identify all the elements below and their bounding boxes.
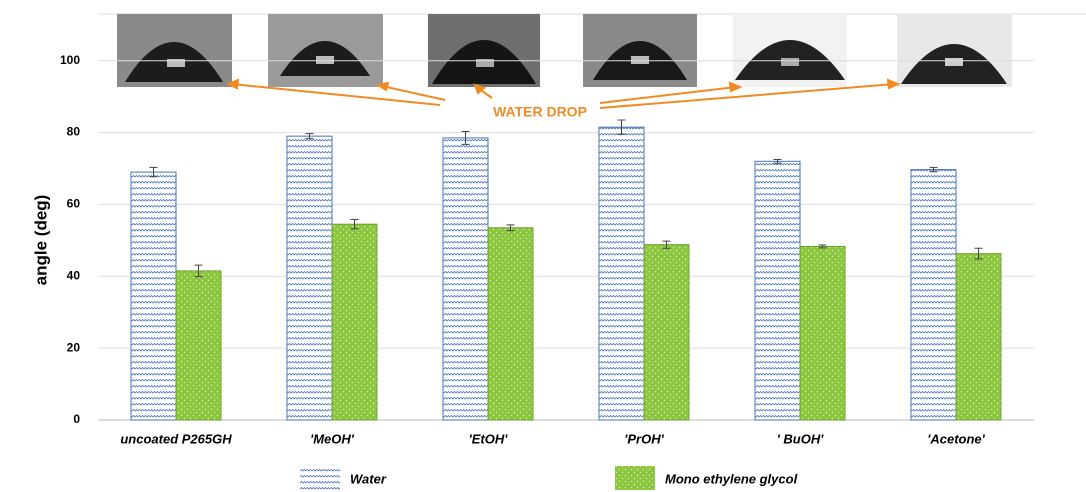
y-tick-label: 100 [60,53,80,67]
bar [599,127,644,420]
y-tick-label: 20 [67,340,81,354]
x-tick-label: 'EtOH' [469,431,509,446]
drop-image [897,14,1012,87]
annotation: WATER DROP [493,104,587,120]
bar [800,246,845,420]
drop-image [428,14,540,87]
x-tick-label: 'MeOH' [310,431,355,446]
drop-image [117,14,232,87]
drop-image [733,14,847,87]
drop-image [583,14,697,87]
bar [911,170,956,420]
y-tick-label: 60 [67,197,81,211]
bar [755,161,800,420]
x-tick-label: ' BuOH' [777,431,825,446]
legend-label: Mono ethylene glycol [665,471,798,486]
y-tick-label: 80 [67,125,81,139]
drop-images [117,14,1012,87]
y-tick-label: 0 [73,412,80,426]
x-tick-label: 'Acetone' [927,431,985,446]
bar [131,172,176,420]
bar [488,228,533,420]
bar [176,271,221,420]
legend-swatch [300,466,340,490]
chart: angle (deg) WATER DROP 0 20 40 60 80 100 uncoa… [0,0,1086,492]
bar [443,138,488,420]
x-tick-label: 'PrOH' [624,431,664,446]
bar [332,224,377,420]
bar [644,245,689,420]
y-axis-label: angle (deg) [31,195,50,286]
legend-swatch [615,466,655,490]
bar [956,254,1001,420]
x-tick-label: uncoated P265GH [120,431,232,446]
y-tick-label: 40 [67,268,81,282]
legend-label: Water [350,471,387,486]
drop-image [268,14,383,87]
bar [287,136,332,420]
